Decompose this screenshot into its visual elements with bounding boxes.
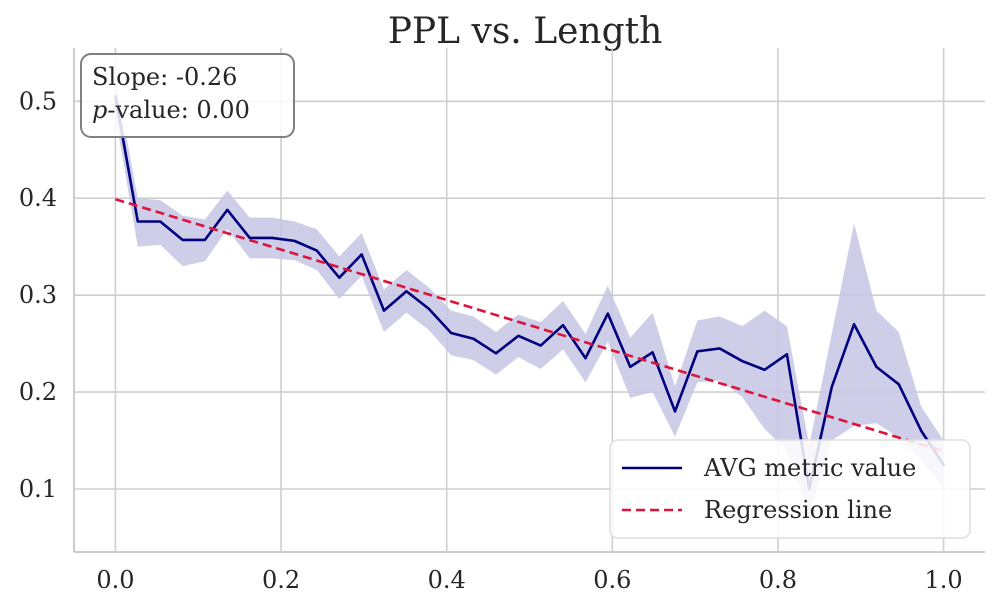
regression-line xyxy=(115,197,944,453)
x-tick-label: 0.2 xyxy=(262,566,300,594)
p-value-suffix: -value: 0.00 xyxy=(107,96,249,124)
y-axis-ticks: 0.1 0.2 0.3 0.4 0.5 xyxy=(19,87,57,503)
x-axis-ticks: 0.0 0.2 0.4 0.6 0.8 1.0 xyxy=(96,566,962,594)
y-tick-label: 0.5 xyxy=(19,87,57,115)
x-tick-label: 0.4 xyxy=(428,566,466,594)
legend-label-regression: Regression line xyxy=(704,496,892,524)
chart-title: PPL vs. Length xyxy=(388,11,663,52)
stats-annotation: Slope: -0.26 p-value: 0.00 xyxy=(80,53,295,138)
y-tick-label: 0.4 xyxy=(19,184,57,212)
x-tick-label: 0.0 xyxy=(96,566,134,594)
y-tick-label: 0.3 xyxy=(19,281,57,309)
legend-label-avg-metric: AVG metric value xyxy=(703,454,916,482)
x-tick-label: 0.8 xyxy=(759,566,797,594)
legend: AVG metric value Regression line xyxy=(609,439,971,539)
x-tick-label: 1.0 xyxy=(925,566,963,594)
p-value-label: p-value: 0.00 xyxy=(92,96,250,124)
axes xyxy=(73,48,985,553)
x-tick-label: 0.6 xyxy=(593,566,631,594)
legend-box xyxy=(609,439,971,539)
p-value-prefix: p xyxy=(92,96,107,124)
slope-label: Slope: -0.26 xyxy=(92,63,237,91)
stats-annotation-box xyxy=(80,53,295,138)
y-tick-label: 0.2 xyxy=(19,378,57,406)
y-tick-label: 0.1 xyxy=(19,475,57,503)
